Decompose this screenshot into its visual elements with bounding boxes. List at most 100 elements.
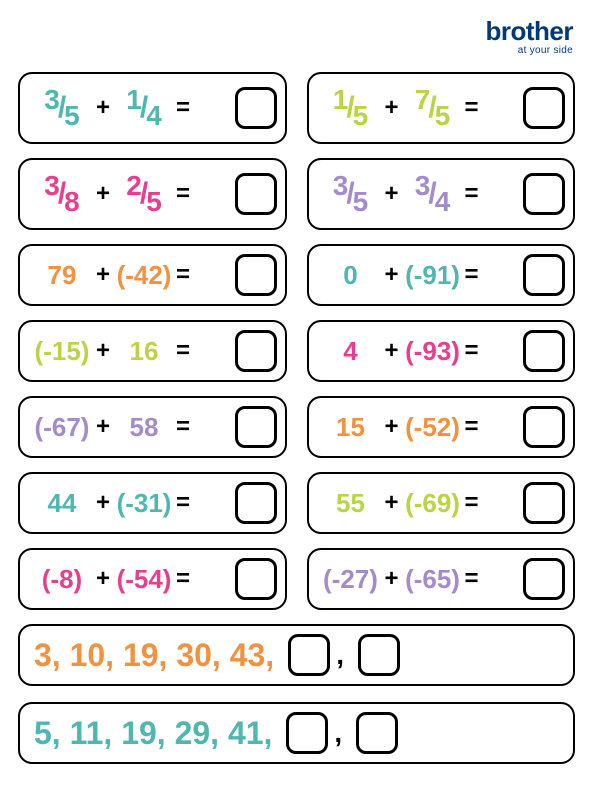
answer-box[interactable]: [235, 173, 277, 215]
fraction-term-b: 3/4: [403, 179, 463, 210]
integer-term-b: 58: [114, 412, 174, 443]
answer-box[interactable]: [286, 712, 328, 754]
sequence-problem: 3, 10, 19, 30, 43,,: [18, 624, 575, 686]
problem-row: (-15)+16=4+(-93)=: [18, 320, 575, 382]
integer-term-a: (-15): [32, 336, 92, 367]
integer-term-b: (-54): [114, 564, 174, 595]
problem-row: (-67)+58=15+(-52)=: [18, 396, 575, 458]
fraction-problem: 3/5+3/4=: [307, 158, 576, 230]
answer-box[interactable]: [523, 558, 565, 600]
integer-problem: (-27)+(-65)=: [307, 548, 576, 610]
plus-operator: +: [381, 261, 403, 289]
integer-term-b: (-31): [114, 488, 174, 519]
integer-problem: 15+(-52)=: [307, 396, 576, 458]
answer-box[interactable]: [288, 634, 330, 676]
problem-row: (-8)+(-54)=(-27)+(-65)=: [18, 548, 575, 610]
integer-term-b: (-42): [114, 260, 174, 291]
integer-problem: 44+(-31)=: [18, 472, 287, 534]
answer-box[interactable]: [235, 330, 277, 372]
equals-sign: =: [176, 94, 190, 122]
integer-problem: 55+(-69)=: [307, 472, 576, 534]
integer-term-a: 44: [32, 488, 92, 519]
integer-term-a: (-67): [32, 412, 92, 443]
equals-sign: =: [176, 337, 190, 365]
fraction-term-a: 1/5: [321, 93, 381, 124]
integer-term-a: 79: [32, 260, 92, 291]
answer-box[interactable]: [523, 173, 565, 215]
integer-term-b: (-52): [403, 412, 463, 443]
problem-row: 3/5+1/4=1/5+7/5=: [18, 72, 575, 144]
plus-operator: +: [381, 413, 403, 441]
plus-operator: +: [381, 565, 403, 593]
fraction-term-a: 3/5: [321, 179, 381, 210]
answer-box[interactable]: [235, 482, 277, 524]
integer-term-b: 16: [114, 336, 174, 367]
problem-row: 44+(-31)=55+(-69)=: [18, 472, 575, 534]
integer-term-b: (-91): [403, 260, 463, 291]
fraction-problem: 3/5+1/4=: [18, 72, 287, 144]
sequence-comma: ,: [336, 639, 344, 671]
problem-row: 79+(-42)=0+(-91)=: [18, 244, 575, 306]
plus-operator: +: [381, 489, 403, 517]
fraction-term-a: 3/5: [32, 93, 92, 124]
answer-box[interactable]: [235, 87, 277, 129]
equals-sign: =: [176, 261, 190, 289]
sequence-numbers: 5, 11, 19, 29, 41,: [34, 715, 272, 752]
integer-problem: (-8)+(-54)=: [18, 548, 287, 610]
integer-term-b: (-65): [403, 564, 463, 595]
answer-box[interactable]: [235, 406, 277, 448]
integer-problem: 0+(-91)=: [307, 244, 576, 306]
equals-sign: =: [176, 180, 190, 208]
problem-row: 3/8+2/5=3/5+3/4=: [18, 158, 575, 230]
equals-sign: =: [465, 565, 479, 593]
fraction-term-b: 2/5: [114, 179, 174, 210]
equals-sign: =: [176, 489, 190, 517]
integer-problem: 4+(-93)=: [307, 320, 576, 382]
equals-sign: =: [176, 413, 190, 441]
integer-term-a: (-8): [32, 564, 92, 595]
sequence-numbers: 3, 10, 19, 30, 43,: [34, 637, 274, 674]
plus-operator: +: [92, 337, 114, 365]
answer-box[interactable]: [523, 254, 565, 296]
plus-operator: +: [92, 94, 114, 122]
answer-box[interactable]: [356, 712, 398, 754]
integer-term-a: 4: [321, 336, 381, 367]
integer-term-a: 15: [321, 412, 381, 443]
integer-problem: (-15)+16=: [18, 320, 287, 382]
fraction-term-b: 1/4: [114, 93, 174, 124]
integer-problem: 79+(-42)=: [18, 244, 287, 306]
plus-operator: +: [381, 337, 403, 365]
integer-term-b: (-93): [403, 336, 463, 367]
plus-operator: +: [381, 180, 403, 208]
equals-sign: =: [176, 565, 190, 593]
answer-box[interactable]: [523, 87, 565, 129]
plus-operator: +: [92, 180, 114, 208]
plus-operator: +: [92, 261, 114, 289]
plus-operator: +: [381, 94, 403, 122]
equals-sign: =: [465, 261, 479, 289]
logo-text: brother: [486, 18, 574, 44]
equals-sign: =: [465, 180, 479, 208]
equals-sign: =: [465, 413, 479, 441]
equals-sign: =: [465, 94, 479, 122]
fraction-problem: 3/8+2/5=: [18, 158, 287, 230]
plus-operator: +: [92, 413, 114, 441]
fraction-term-b: 7/5: [403, 93, 463, 124]
answer-box[interactable]: [523, 482, 565, 524]
integer-term-a: 55: [321, 488, 381, 519]
equals-sign: =: [465, 489, 479, 517]
answer-box[interactable]: [358, 634, 400, 676]
plus-operator: +: [92, 565, 114, 593]
answer-box[interactable]: [235, 558, 277, 600]
fraction-problem: 1/5+7/5=: [307, 72, 576, 144]
answer-box[interactable]: [235, 254, 277, 296]
integer-term-b: (-69): [403, 488, 463, 519]
answer-box[interactable]: [523, 330, 565, 372]
integer-term-a: (-27): [321, 564, 381, 595]
fraction-term-a: 3/8: [32, 179, 92, 210]
answer-box[interactable]: [523, 406, 565, 448]
sequence-comma: ,: [334, 717, 342, 749]
worksheet: 3/5+1/4=1/5+7/5=3/8+2/5=3/5+3/4= 79+(-42…: [18, 72, 575, 780]
equals-sign: =: [465, 337, 479, 365]
plus-operator: +: [92, 489, 114, 517]
